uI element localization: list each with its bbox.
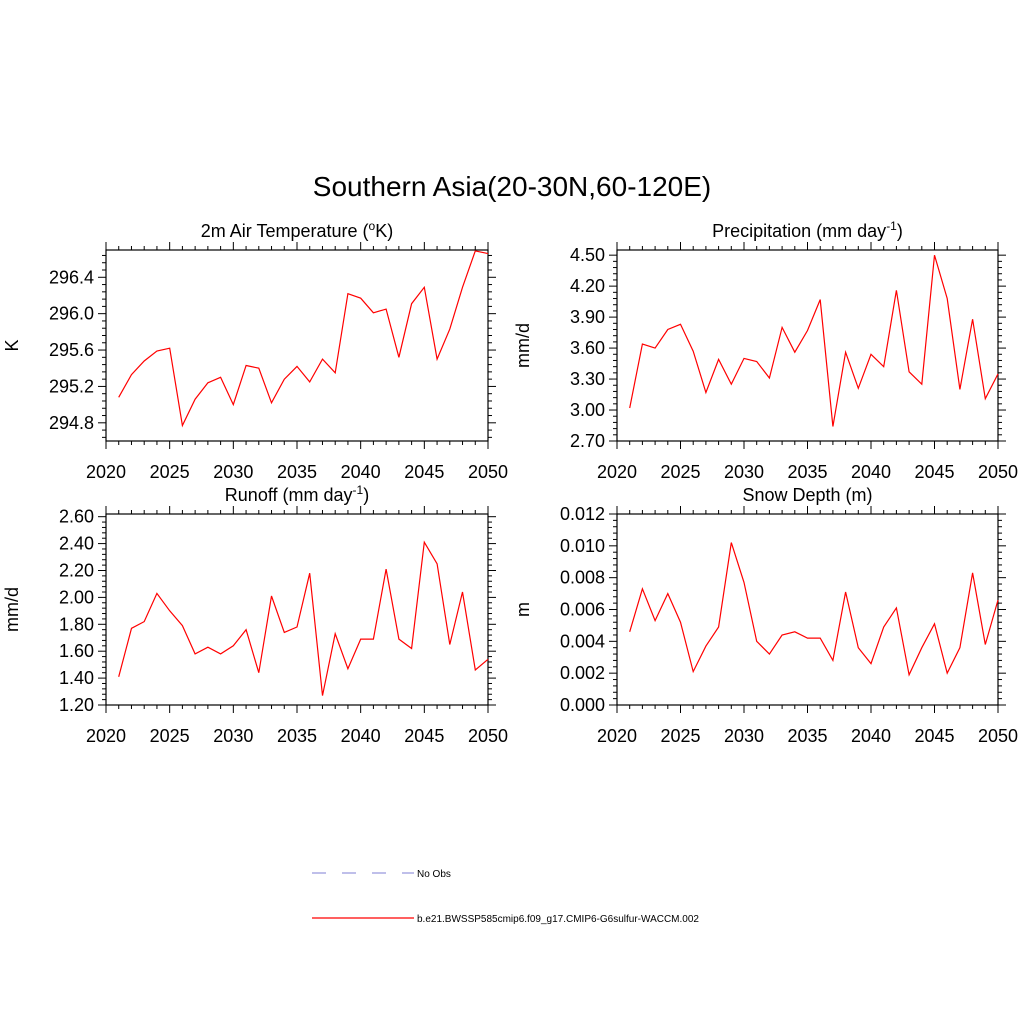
x-tick-label: 2030 [213, 462, 253, 482]
x-tick-label: 2040 [851, 726, 891, 746]
legend-label: No Obs [417, 869, 451, 880]
x-tick-label: 2020 [86, 726, 126, 746]
y-tick-label: 2.20 [59, 560, 94, 580]
y-tick-label: 0.000 [560, 695, 605, 715]
y-tick-label: 2.00 [59, 587, 94, 607]
x-tick-label: 2030 [724, 462, 764, 482]
chart-panels: 2m Air Temperature (oK) K 2020 2025 2030 2035… [2, 219, 1018, 746]
x-tick-label: 2050 [468, 726, 508, 746]
plot-frame [105, 513, 489, 706]
y-tick-label: 295.6 [49, 340, 94, 360]
x-tick-label: 2025 [150, 462, 190, 482]
y-tick-label: 2.40 [59, 534, 94, 554]
x-tick-label: 2045 [914, 726, 954, 746]
chart-panel-3: Runoff (mm day-1) mm/d 2020 2025 2030 2035 204… [2, 483, 508, 746]
y-tick-label: 3.30 [570, 369, 605, 389]
x-tick-label: 2035 [277, 726, 317, 746]
y-tick-label: 4.20 [570, 276, 605, 296]
x-tick-label: 2050 [468, 462, 508, 482]
y-tick-label: 0.012 [560, 504, 605, 524]
legend-entry: No Obs [312, 869, 451, 880]
chart-panel-2: Precipitation (mm day-1) mm/d 2020 2025 2030… [513, 219, 1018, 482]
panel-title: Runoff (mm day-1) [225, 483, 369, 505]
series-line [629, 542, 999, 677]
x-tick-label: 2050 [978, 462, 1018, 482]
y-tick-label: 2.70 [570, 431, 605, 451]
y-tick-label: 1.20 [59, 695, 94, 715]
figure-title: Southern Asia(20-30N,60-120E) [313, 171, 711, 202]
chart-panel-4: Snow Depth (m) m 2020 2025 2030 2035 2040 2045 2… [513, 485, 1018, 746]
y-tick-label: 3.60 [570, 338, 605, 358]
y-axis-label: mm/d [2, 587, 22, 632]
x-tick-label: 2050 [978, 726, 1018, 746]
x-tick-label: 2020 [597, 726, 637, 746]
x-tick-label: 2040 [851, 462, 891, 482]
y-tick-label: 296.0 [49, 304, 94, 324]
x-tick-label: 2025 [660, 462, 700, 482]
x-tick-label: 2020 [86, 462, 126, 482]
chart-panel-1: 2m Air Temperature (oK) K 2020 2025 2030 2035… [2, 219, 508, 482]
plot-frame [616, 513, 999, 706]
x-tick-label: 2035 [787, 726, 827, 746]
x-tick-label: 2030 [213, 726, 253, 746]
y-tick-label: 296.4 [49, 267, 94, 287]
series-line [629, 255, 999, 427]
y-tick-label: 3.90 [570, 307, 605, 327]
legend-label: b.e21.BWSSP585cmip6.f09_g17.CMIP6-G6sulf… [417, 914, 699, 925]
series-line [118, 250, 489, 428]
plot-frame [105, 249, 489, 442]
legend: No Obs b.e21.BWSSP585cmip6.f09_g17.CMIP6-… [312, 869, 699, 925]
y-tick-label: 2.60 [59, 507, 94, 527]
panel-title: 2m Air Temperature (oK) [201, 219, 393, 241]
y-tick-label: 0.008 [560, 568, 605, 588]
y-tick-label: 295.2 [49, 376, 94, 396]
x-tick-label: 2020 [597, 462, 637, 482]
x-tick-label: 2045 [914, 462, 954, 482]
y-tick-label: 0.006 [560, 600, 605, 620]
x-tick-label: 2040 [341, 726, 381, 746]
y-axis-label: K [2, 339, 22, 351]
y-tick-label: 0.004 [560, 631, 605, 651]
y-axis-label: mm/d [513, 323, 533, 368]
y-tick-label: 1.60 [59, 641, 94, 661]
y-tick-label: 4.50 [570, 245, 605, 265]
x-tick-label: 2045 [404, 726, 444, 746]
x-tick-label: 2035 [277, 462, 317, 482]
y-tick-label: 0.010 [560, 536, 605, 556]
y-tick-label: 1.40 [59, 668, 94, 688]
x-tick-label: 2025 [150, 726, 190, 746]
y-tick-label: 1.80 [59, 614, 94, 634]
panel-title: Precipitation (mm day-1) [712, 219, 903, 241]
y-tick-label: 0.002 [560, 663, 605, 683]
x-tick-label: 2045 [404, 462, 444, 482]
y-axis-label: m [513, 602, 533, 617]
series-line [118, 540, 489, 696]
x-tick-label: 2040 [341, 462, 381, 482]
x-tick-label: 2030 [724, 726, 764, 746]
y-tick-label: 3.00 [570, 400, 605, 420]
y-tick-label: 294.8 [49, 413, 94, 433]
panel-title: Snow Depth (m) [742, 485, 872, 505]
x-tick-label: 2035 [787, 462, 827, 482]
x-tick-label: 2025 [660, 726, 700, 746]
legend-entry: b.e21.BWSSP585cmip6.f09_g17.CMIP6-G6sulf… [312, 914, 699, 925]
